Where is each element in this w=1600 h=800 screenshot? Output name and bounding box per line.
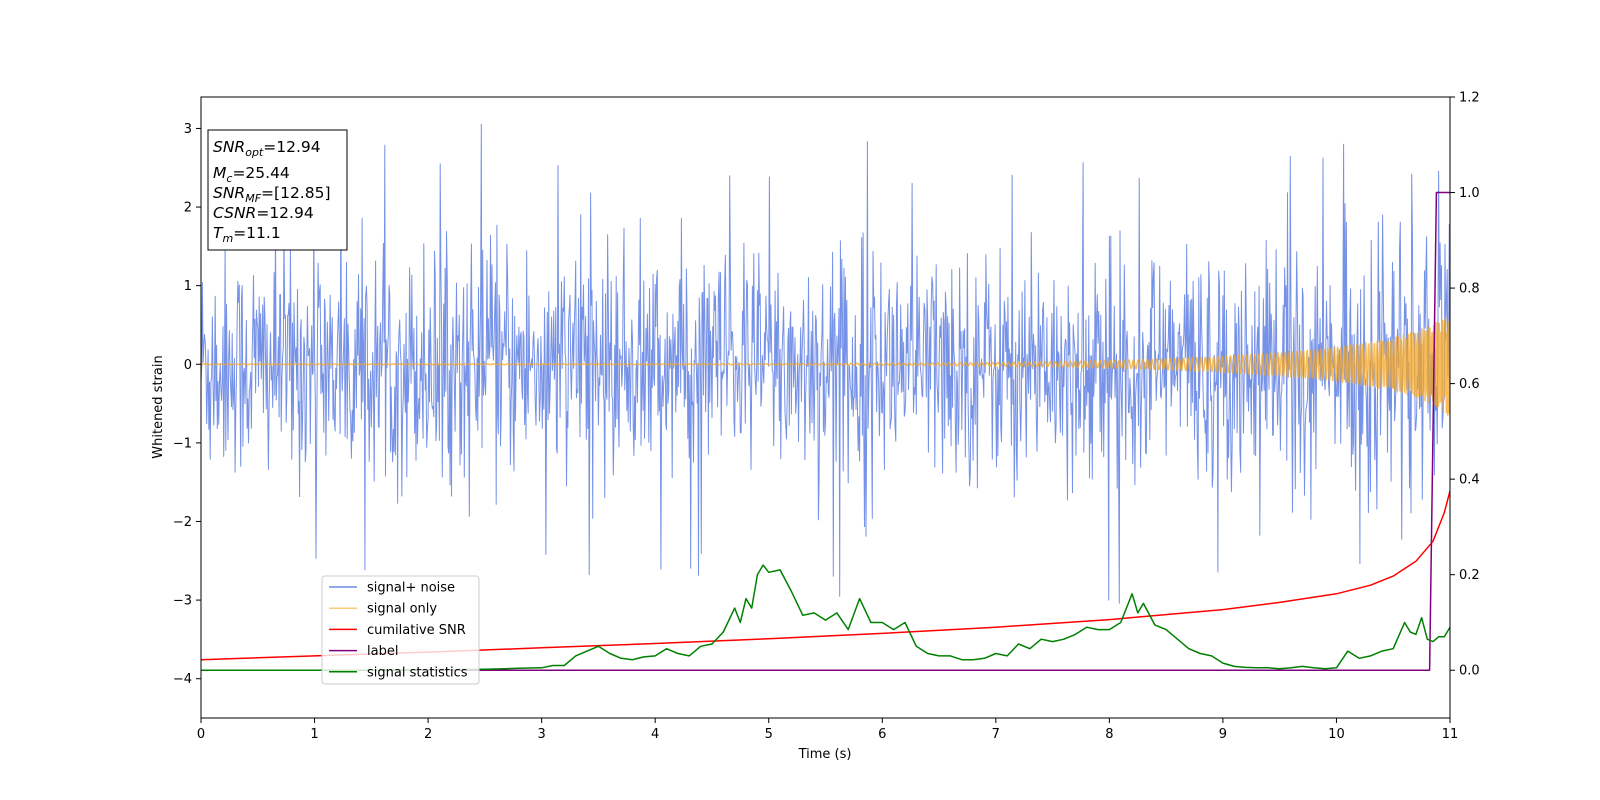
y2-tick-label: 0.4 <box>1459 473 1480 488</box>
y-tick-label: −4 <box>173 672 192 687</box>
plot-area <box>201 123 1450 671</box>
y2-tick-label: 1.0 <box>1459 186 1480 201</box>
x-tick-label: 9 <box>1219 727 1227 742</box>
y-axis-label: Whitened strain <box>151 355 166 458</box>
x-tick-label: 1 <box>310 727 318 742</box>
y-tick-label: −3 <box>173 594 192 609</box>
y-axis-right: 0.0 0.2 0.4 0.6 0.8 1.0 1.2 <box>1450 91 1480 679</box>
series-signal-noise-line <box>201 123 1450 604</box>
legend-entry-label: signal statistics <box>367 665 468 680</box>
series-label-line <box>201 191 1450 671</box>
y2-tick-label: 0.2 <box>1459 568 1480 583</box>
x-tick-label: 5 <box>765 727 773 742</box>
y-tick-label: −1 <box>173 436 192 451</box>
x-tick-label: 6 <box>878 727 886 742</box>
y2-tick-label: 0.0 <box>1459 664 1480 679</box>
y-tick-label: 0 <box>184 358 192 373</box>
axes-frame <box>200 96 1451 719</box>
annotation-line: SNRMF=[12.85] <box>213 184 331 205</box>
annotation-frame <box>207 129 348 251</box>
x-tick-label: 4 <box>651 727 659 742</box>
legend-entry-label: signal only <box>367 602 437 617</box>
y-axis-left: −4 −3 −2 −1 0 1 2 3 <box>173 122 201 687</box>
annotation-line: Mc=25.44 <box>213 164 290 185</box>
x-axis-label: Time (s) <box>798 747 852 762</box>
legend-frame <box>321 575 480 685</box>
x-tick-label: 0 <box>197 727 205 742</box>
y2-tick-label: 0.8 <box>1459 282 1480 297</box>
legend: signal+ noise signal only cumilative SNR la… <box>321 575 480 685</box>
annotation-line: SNRopt=12.94 <box>213 138 321 159</box>
series-signal-only-line <box>201 316 1450 417</box>
y2-tick-label: 1.2 <box>1459 91 1480 106</box>
y-tick-label: 3 <box>184 122 192 137</box>
legend-entry-label: label <box>367 644 398 659</box>
x-tick-label: 8 <box>1105 727 1113 742</box>
x-tick-label: 10 <box>1328 727 1345 742</box>
annotation-line: CSNR=12.94 <box>213 204 314 222</box>
x-axis: 0 1 2 3 4 5 6 7 8 9 10 11 <box>197 718 1458 742</box>
y-tick-label: 2 <box>184 201 192 216</box>
annotation-line: Tm=11.1 <box>213 224 281 245</box>
y-tick-label: −2 <box>173 515 192 530</box>
x-tick-label: 3 <box>537 727 545 742</box>
y2-tick-label: 0.6 <box>1459 377 1480 392</box>
x-tick-label: 7 <box>992 727 1000 742</box>
legend-entry-label: signal+ noise <box>367 581 455 596</box>
series-cumilative-snr-line <box>201 490 1450 661</box>
legend-entry-label: cumilative SNR <box>367 623 466 638</box>
x-tick-label: 2 <box>424 727 432 742</box>
y-tick-label: 1 <box>184 279 192 294</box>
annotation-box: SNRopt=12.94 Mc=25.44SNRMF=[12.85]CSNR=12… <box>207 129 348 251</box>
series-signal-statistics-line <box>201 564 1450 671</box>
x-tick-label: 11 <box>1442 727 1459 742</box>
